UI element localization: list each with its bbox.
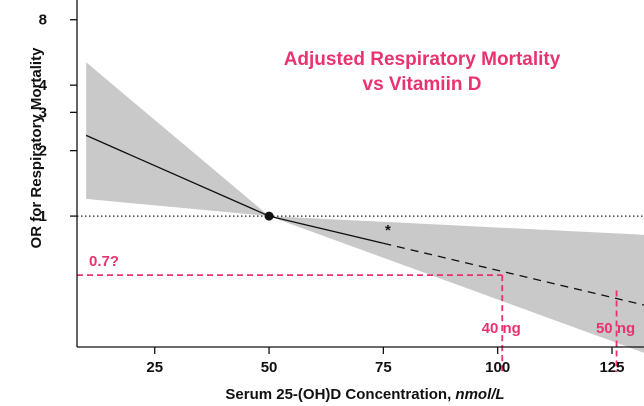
y-tick-label: 2: [39, 143, 47, 160]
estimate-line-dashed: [383, 242, 644, 306]
x-tick-label: 100: [485, 359, 510, 376]
chart-title: Adjusted Respiratory Mortality vs Vitami…: [284, 49, 561, 95]
x-tick-label: 50: [261, 359, 278, 376]
y-tick-label: 4: [39, 77, 48, 94]
confidence-band: [86, 62, 644, 353]
reference-point: [264, 211, 274, 221]
x-tick-label: 25: [146, 359, 163, 376]
chart-title-line-1: Adjusted Respiratory Mortality: [284, 49, 561, 70]
y-tick-label: 8: [39, 12, 47, 29]
chart-title-line-2: vs Vitamiin D: [363, 74, 482, 95]
x-tick-label: 125: [599, 359, 624, 376]
x-axis-title-unit: nmol/L: [455, 386, 504, 403]
x-axis-title-text: Serum 25-(OH)D Concentration,: [225, 386, 455, 403]
annotation-value-label: 0.7?: [89, 253, 119, 270]
estimate-line-solid: [85, 134, 270, 217]
annotation-guide-label: 40 ng: [482, 320, 521, 337]
significance-marker: *: [385, 222, 391, 239]
y-tick-label: 3: [39, 104, 47, 121]
y-axis-title: OR for Respiratory Mortality: [28, 47, 45, 249]
x-tick-label: 75: [375, 359, 392, 376]
estimate-line-solid: [268, 215, 384, 244]
x-axis-title: Serum 25-(OH)D Concentration, nmol/L: [225, 386, 504, 403]
y-tick-label: 1: [39, 208, 47, 225]
annotation-guide-label: 50 ng: [596, 320, 635, 337]
